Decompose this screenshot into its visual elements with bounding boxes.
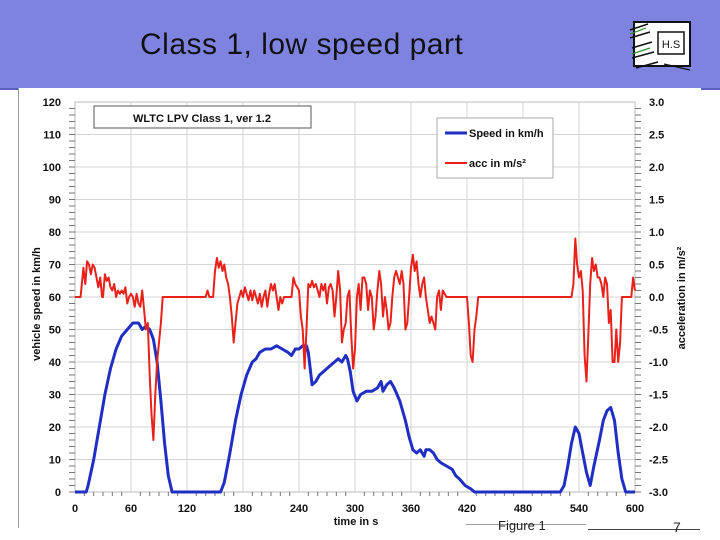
y-left-tick-label: 40	[49, 357, 61, 369]
y-left-axis-label: vehicle speed in km/h	[31, 247, 43, 361]
y-left-tick-label: 80	[49, 227, 61, 239]
x-tick-label: 540	[570, 503, 588, 515]
inset-label-box	[93, 105, 312, 129]
x-tick-label: 120	[178, 503, 196, 515]
y-left-tick-label: 20	[49, 422, 61, 434]
x-tick-labels: 0 60 120 180 240 300 360 420 480 540 600	[72, 503, 644, 515]
y-right-tick-label: 0.0	[649, 292, 664, 304]
y-left-tick-labels: 0 10 20 30 40 50 60 70 80 90 100 110 120	[43, 97, 61, 499]
y-right-tick-label: -1.0	[649, 357, 668, 369]
y-left-tick-label: 110	[43, 130, 61, 142]
y-right-tick-label: -0.5	[649, 325, 668, 337]
x-tick-label: 0	[72, 503, 78, 515]
x-tick-label: 180	[234, 503, 252, 515]
y-right-tick-label: -2.0	[649, 422, 668, 434]
x-tick-label: 240	[290, 503, 308, 515]
y-right-tick-label: -3.0	[649, 487, 668, 499]
y-left-tick-label: 70	[49, 260, 61, 272]
header-bar: Class 1, low speed part H.S	[0, 0, 720, 90]
y-right-tick-label: 3.0	[649, 97, 664, 109]
y-right-tick-label: -2.5	[649, 455, 668, 467]
y-right-tick-label: -1.5	[649, 390, 668, 402]
x-tick-label: 420	[458, 503, 476, 515]
inset-label: WLTC LPV Class 1, ver 1.2	[133, 113, 271, 125]
legend-label-acc: acc in m/s²	[469, 158, 526, 170]
series-line-speed	[75, 321, 635, 494]
x-tick-label: 600	[626, 503, 644, 515]
x-tick-label: 480	[514, 503, 532, 515]
y-left-tick-label: 90	[49, 195, 61, 207]
logo-text: H.S	[662, 39, 680, 51]
y-left-tick-label: 60	[49, 292, 61, 304]
chart-panel: 0 60 120 180 240 300 360 420 480 540 600 0 10 20 30 40…	[18, 88, 701, 528]
chart: 0 60 120 180 240 300 360 420 480 540 600 0 10 20 30 40…	[31, 97, 688, 528]
y-left-tick-label: 50	[49, 325, 61, 337]
y-right-tick-label: 2.0	[649, 162, 664, 174]
slide-title: Class 1, low speed part	[140, 28, 464, 61]
page-number-rule	[588, 529, 700, 530]
y-right-tick-label: 1.5	[649, 195, 664, 207]
y-right-tick-label: 2.5	[649, 130, 664, 142]
y-left-tick-label: 120	[43, 97, 61, 109]
tick-marks	[69, 108, 641, 496]
legend	[436, 117, 554, 179]
y-right-tick-label: 1.0	[649, 227, 664, 239]
y-left-tick-label: 0	[55, 487, 61, 499]
figure-label-rule	[466, 524, 586, 525]
page-number: 7	[673, 519, 681, 535]
legend-label-speed: Speed in km/h	[469, 128, 544, 140]
x-tick-label: 360	[402, 503, 420, 515]
x-tick-label: 300	[346, 503, 364, 515]
y-left-tick-label: 100	[43, 162, 61, 174]
y-right-tick-label: 0.5	[649, 260, 664, 272]
y-right-tick-labels: -3.0 -2.5 -2.0 -1.5 -1.0 -0.5 0.0 0.5 1.0 1.5 2.0 2…	[649, 97, 668, 499]
x-tick-label: 60	[125, 503, 137, 515]
x-axis-label: time in s	[334, 516, 379, 528]
y-left-tick-label: 10	[49, 455, 61, 467]
y-left-tick-label: 30	[49, 390, 61, 402]
y-right-axis-label: acceleration in m/s²	[676, 246, 688, 349]
figure-label: Figure 1	[498, 518, 546, 533]
series-line-acc	[75, 237, 636, 441]
hs-logo-icon: H.S	[629, 21, 691, 71]
